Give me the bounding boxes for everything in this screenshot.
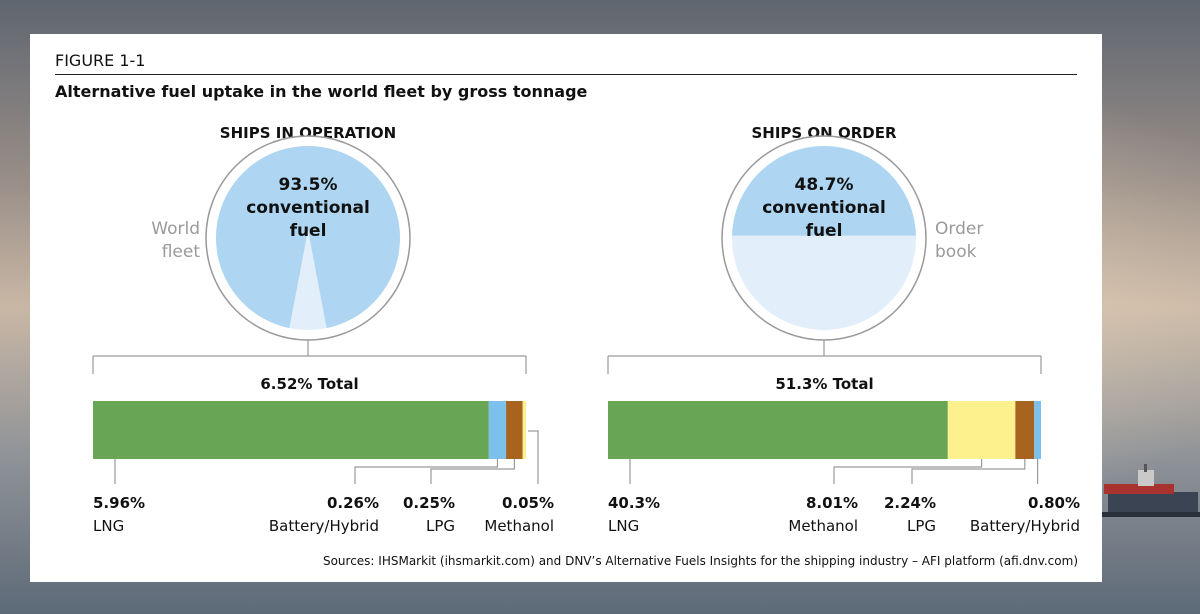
pie-center-text-0-1: conventional bbox=[246, 198, 370, 218]
pie-slice-conventional-0 bbox=[216, 146, 400, 329]
pie-slice-conventional-1 bbox=[732, 146, 916, 236]
segment-name-label-1-0: LNG bbox=[608, 517, 639, 535]
pie-center-text-1-1: conventional bbox=[762, 198, 886, 218]
figure-title: Alternative fuel uptake in the world fle… bbox=[55, 82, 588, 101]
segment-name-label-0-2: LPG bbox=[426, 517, 455, 535]
pie-center-text-1-0: 48.7% bbox=[795, 175, 854, 195]
segment-value-label-1-0: 40.3% bbox=[608, 494, 660, 512]
segment-name-label-0-3: Methanol bbox=[484, 517, 554, 535]
bar-segment-lpg-0 bbox=[506, 401, 523, 459]
pie-center-text-0-0: 93.5% bbox=[279, 175, 338, 195]
segment-name-label-1-3: Battery/Hybrid bbox=[970, 517, 1080, 535]
segment-value-label-0-0: 5.96% bbox=[93, 494, 145, 512]
bar-segment-methanol-0 bbox=[522, 401, 526, 459]
pie-side-label-1-0: Order bbox=[935, 219, 983, 239]
tanker-ship-image bbox=[1100, 464, 1200, 517]
segment-value-label-0-1: 0.26% bbox=[327, 494, 379, 512]
leader-line-0-2 bbox=[430, 459, 515, 484]
segment-name-label-1-2: LPG bbox=[907, 517, 936, 535]
pie-side-label-0-1: fleet bbox=[162, 242, 201, 262]
pie-center-text-1-2: fuel bbox=[806, 221, 843, 241]
bar-total-label-1: 51.3% Total bbox=[775, 375, 873, 393]
figure-card: FIGURE 1-1 Alternative fuel uptake in th… bbox=[30, 34, 1102, 582]
bar-segment-battery-hybrid-1 bbox=[1034, 401, 1041, 459]
bar-segment-lng-0 bbox=[93, 401, 489, 459]
pie-side-label-0-0: World bbox=[151, 219, 200, 239]
segment-value-label-1-2: 2.24% bbox=[884, 494, 936, 512]
bar-segment-methanol-1 bbox=[947, 401, 1016, 459]
title-rule bbox=[55, 74, 1077, 75]
panel-title-1: SHIPS ON ORDER bbox=[751, 124, 896, 142]
segment-name-label-1-1: Methanol bbox=[788, 517, 858, 535]
pie-center-text-0-2: fuel bbox=[290, 221, 327, 241]
segment-name-label-0-1: Battery/Hybrid bbox=[269, 517, 379, 535]
segment-value-label-1-1: 8.01% bbox=[806, 494, 858, 512]
bar-total-label-0: 6.52% Total bbox=[260, 375, 358, 393]
leader-line-1-1 bbox=[833, 459, 983, 484]
segment-name-label-0-0: LNG bbox=[93, 517, 124, 535]
bar-segment-battery-hybrid-0 bbox=[488, 401, 507, 459]
leader-line-1-2 bbox=[911, 459, 1026, 484]
segment-value-label-0-2: 0.25% bbox=[403, 494, 455, 512]
segment-value-label-0-3: 0.05% bbox=[502, 494, 554, 512]
leader-line-0-3 bbox=[528, 430, 539, 484]
chart-canvas: SHIPS IN OPERATION 93.5% conventional fuel W… bbox=[92, 124, 1080, 535]
figure-label: FIGURE 1-1 bbox=[55, 51, 146, 70]
panel-title-0: SHIPS IN OPERATION bbox=[220, 124, 396, 142]
pie-side-label-1-1: book bbox=[935, 242, 977, 262]
bar-segment-lpg-1 bbox=[1015, 401, 1035, 459]
segment-value-label-1-3: 0.80% bbox=[1028, 494, 1080, 512]
leader-line-0-1 bbox=[354, 459, 499, 484]
sources-note: Sources: IHSMarkit (ihsmarkit.com) and D… bbox=[322, 554, 1078, 568]
bar-segment-lng-1 bbox=[608, 401, 948, 459]
